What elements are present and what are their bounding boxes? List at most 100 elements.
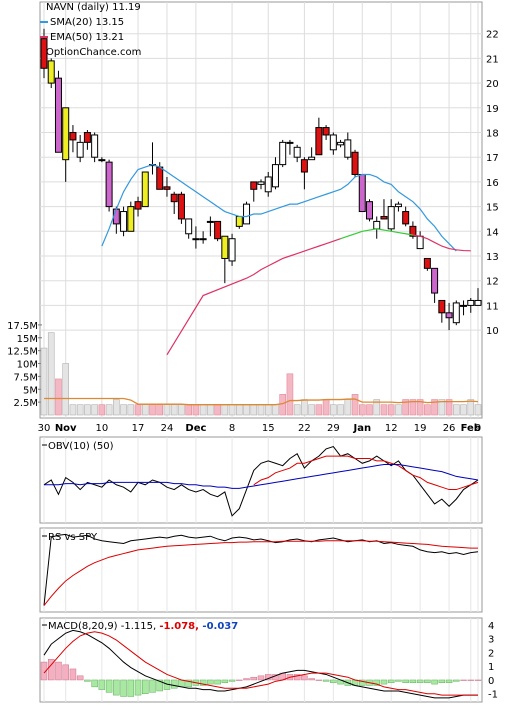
- macd-histogram-bar: [142, 679, 149, 694]
- volume-bar: [424, 404, 431, 416]
- volume-bar: [279, 394, 287, 416]
- macd-histogram-bar: [185, 679, 192, 688]
- macd-histogram-bar: [330, 679, 337, 683]
- macd-histogram-bar: [424, 679, 431, 683]
- candle-body: [98, 159, 106, 162]
- candle-body: [91, 134, 99, 158]
- macd-histogram-bar: [199, 679, 207, 686]
- x-tick-label: Nov: [55, 423, 77, 434]
- volume-bar: [62, 363, 70, 416]
- candle-body: [286, 141, 294, 144]
- ema-swatch: [40, 36, 48, 38]
- x-tick-label: 30: [38, 423, 51, 434]
- volume-bar: [322, 399, 330, 416]
- ema50-line-start: [166, 277, 247, 356]
- y-tick-label: 20: [486, 79, 499, 90]
- macd-y-tick-label: -1: [488, 690, 498, 701]
- volume-bar: [402, 399, 409, 416]
- volume-average-line: [44, 397, 479, 406]
- volume-bar: [91, 404, 98, 416]
- candle-body: [322, 127, 330, 136]
- volume-tick-label: 2.5M: [13, 398, 38, 409]
- candle-body: [467, 299, 475, 306]
- candle-body: [452, 302, 460, 324]
- macd-histogram-bar: [127, 679, 135, 697]
- volume-bar: [445, 399, 453, 416]
- candle-body: [416, 235, 424, 250]
- volume-bar: [387, 404, 395, 416]
- obv-series-line: [44, 463, 479, 489]
- macd-y-tick-label: 3: [488, 635, 494, 646]
- candle-body: [69, 132, 77, 141]
- volume-bar: [214, 404, 221, 416]
- candle-body: [300, 159, 308, 173]
- candle-body: [185, 218, 193, 235]
- volume-bar: [452, 404, 460, 416]
- y-tick-label: 11: [486, 301, 499, 312]
- sma-legend: SMA(20) 13.15: [40, 17, 124, 28]
- macd-panel-label: MACD(8,20,9) -1.115, -1.078, -0.037: [48, 621, 238, 632]
- candle-body: [460, 304, 468, 307]
- volume-bar: [185, 404, 192, 416]
- candle-body: [192, 238, 200, 241]
- macd-histogram-bar: [120, 679, 127, 697]
- volume-bar: [243, 404, 250, 416]
- macd-histogram-bar: [76, 675, 84, 681]
- candle-body: [308, 156, 316, 161]
- volume-bar: [272, 404, 279, 416]
- macd-histogram-bar: [467, 679, 475, 681]
- macd-histogram-bar: [438, 679, 446, 683]
- volume-bar: [120, 404, 127, 416]
- x-tick-label: 17: [132, 423, 145, 434]
- candle-body: [366, 201, 373, 220]
- macd-histogram-bar: [301, 675, 308, 681]
- x-tick-label: 12: [385, 423, 398, 434]
- volume-bar: [76, 404, 84, 416]
- volume-bar: [308, 404, 315, 416]
- x-tick-label: 22: [298, 423, 311, 434]
- candle-body: [358, 173, 366, 213]
- candle-body: [474, 299, 482, 306]
- volume-bar: [228, 404, 236, 416]
- y-tick-label: 21: [486, 54, 499, 65]
- y-tick-label: 18: [486, 129, 499, 140]
- candle-body: [54, 77, 62, 153]
- macd-histogram-value: -0.037: [202, 621, 238, 632]
- macd-histogram-bar: [315, 679, 323, 681]
- volume-bar: [98, 404, 106, 416]
- candle-body: [105, 161, 113, 208]
- volume-bar: [351, 394, 359, 416]
- candle-body: [221, 235, 229, 259]
- y-tick-label: 12: [486, 277, 499, 288]
- macd-histogram-bar: [460, 679, 467, 681]
- volume-bar: [293, 404, 301, 416]
- candle-body: [315, 127, 323, 156]
- volume-bar: [409, 399, 417, 416]
- macd-histogram-bar: [69, 668, 77, 681]
- candle-body: [279, 141, 287, 166]
- candle-body: [257, 181, 265, 185]
- volume-bar: [301, 399, 308, 416]
- candle-body: [431, 267, 439, 294]
- y-tick-label: 13: [486, 252, 499, 263]
- x-tick-label: Jan: [352, 423, 371, 434]
- macd-histogram-bar: [409, 679, 417, 683]
- macd-histogram-bar: [105, 679, 113, 693]
- volume-bar: [170, 404, 178, 416]
- y-tick-label: 19: [486, 104, 499, 115]
- candle-body: [62, 107, 70, 161]
- volume-bar: [416, 399, 424, 416]
- volume-bar: [286, 373, 294, 416]
- x-tick-label: 10: [95, 423, 108, 434]
- ema-legend: EMA(50) 13.21: [40, 32, 124, 43]
- volume-bar: [156, 404, 164, 416]
- candle-body: [337, 141, 345, 146]
- macd-histogram-bar: [322, 679, 330, 682]
- macd-histogram-bar: [402, 679, 409, 683]
- macd-histogram-bar: [293, 674, 301, 681]
- candle-body: [76, 141, 84, 158]
- volume-bar: [149, 404, 156, 416]
- obv-panel-label: OBV(10) (50): [48, 441, 114, 452]
- volume-bar: [257, 404, 265, 416]
